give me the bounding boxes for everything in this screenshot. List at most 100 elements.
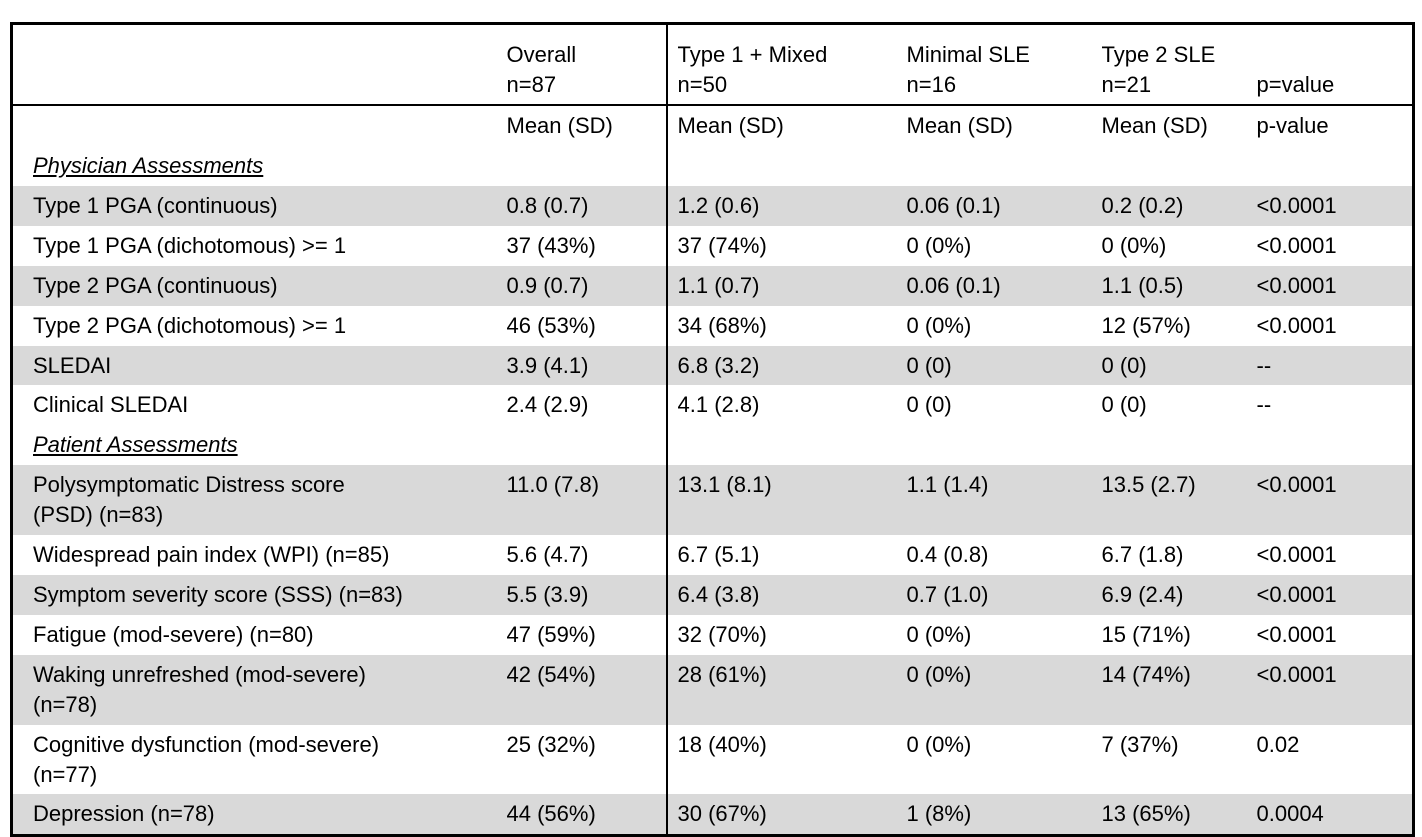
- row-label: Type 2 PGA (dichotomous) >= 1: [33, 312, 347, 338]
- row-label: Cognitive dysfunction (mod-severe) (n=77…: [33, 731, 380, 787]
- table-head: Overall n=87 Type 1 + Mixed n=50 Minimal SLE…: [11, 23, 1414, 146]
- empty-cell: [1247, 146, 1414, 186]
- column-header-type1-mixed-n: n=50: [677, 72, 728, 98]
- value-cell-overall: 5.5 (3.9): [496, 574, 668, 615]
- column-header-pvalue: p=value: [1246, 23, 1414, 106]
- table-row: Type 1 PGA (continuous) 0.8 (0.7) 1.2 (0.6…: [11, 185, 1414, 226]
- table-row: Type 2 PGA (dichotomous) >= 1 46 (53%) 34 …: [12, 305, 1414, 346]
- table-row: Type 1 PGA (dichotomous) >= 1 37 (43%) 37 …: [12, 225, 1414, 266]
- column-header-type1-mixed-name: Type 1 + Mixed: [677, 42, 828, 68]
- column-header-minimal-sle-n: n=16: [906, 72, 957, 98]
- subheader-minimal-sle: Mean (SD): [906, 113, 1013, 138]
- table-row: Symptom severity score (SSS) (n=83) 5.5 (…: [11, 574, 1414, 615]
- value-cell-pvalue: <0.0001: [1246, 265, 1414, 306]
- value-cell-overall: 11.0 (7.8): [496, 465, 668, 536]
- value-cell-minimal-sle: 1 (8%): [896, 794, 1092, 836]
- value-cell-minimal-sle: 0 (0): [906, 392, 952, 418]
- section-title: Physician Assessments: [33, 153, 264, 178]
- value-cell-overall: 0.8 (0.7): [496, 185, 668, 226]
- empty-cell: [897, 146, 1092, 186]
- table-row: Widespread pain index (WPI) (n=85) 5.6 (4…: [12, 535, 1414, 575]
- row-label: SLEDAI: [11, 345, 497, 386]
- value-cell-type1-mixed: 6.8 (3.2): [666, 345, 897, 386]
- column-header-minimal-sle: Minimal SLE n=16: [896, 23, 1092, 106]
- column-header-label: [11, 23, 497, 106]
- value-cell-type1-mixed: 6.7 (5.1): [677, 542, 760, 568]
- value-cell-overall: 3.9 (4.1): [496, 345, 668, 386]
- column-header-overall-n: n=87: [506, 72, 557, 98]
- value-cell-pvalue: --: [1246, 345, 1414, 386]
- table-row: Clinical SLEDAI 2.4 (2.9) 4.1 (2.8) 0 (0) 0 …: [12, 385, 1414, 426]
- column-header-overall-name: Overall: [506, 42, 577, 68]
- value-cell-minimal-sle: 0.06 (0.1): [896, 185, 1092, 226]
- value-cell-minimal-sle: 0.4 (0.8): [906, 542, 989, 568]
- table-row: Cognitive dysfunction (mod-severe) (n=77…: [12, 724, 1414, 795]
- row-label: Depression (n=78): [11, 794, 497, 836]
- value-cell-pvalue: <0.0001: [1256, 621, 1337, 647]
- value-cell-type2-sle: 12 (57%): [1101, 312, 1191, 338]
- empty-cell: [496, 425, 668, 466]
- section-row: Physician Assessments: [12, 146, 1414, 186]
- value-cell-type1-mixed: 1.2 (0.6): [666, 185, 897, 226]
- section-title-cell: Patient Assessments: [12, 425, 497, 465]
- table-row: Polysymptomatic Distress score (PSD) (n=…: [11, 465, 1414, 536]
- value-cell-type1-mixed: 13.1 (8.1): [666, 465, 897, 536]
- table-row: Fatigue (mod-severe) (n=80) 47 (59%) 32 (7…: [12, 614, 1414, 655]
- row-label: Type 1 PGA (continuous): [11, 185, 497, 226]
- value-cell-minimal-sle: 0.7 (1.0): [896, 574, 1092, 615]
- section-title: Patient Assessments: [33, 432, 238, 458]
- value-cell-type2-sle: 6.9 (2.4): [1091, 574, 1247, 615]
- value-cell-type2-sle: 1.1 (0.5): [1091, 265, 1247, 306]
- table-body: Physician Assessments Type 1 PGA (continu…: [11, 146, 1414, 836]
- clinical-results-table: Overall n=87 Type 1 + Mixed n=50 Minimal SLE…: [10, 22, 1415, 837]
- row-label: Type 1 PGA (dichotomous) >= 1: [33, 232, 347, 258]
- empty-cell: [496, 146, 668, 186]
- value-cell-type2-sle: 0 (0): [1101, 392, 1147, 418]
- value-cell-minimal-sle: 0 (0%): [906, 232, 972, 258]
- value-cell-overall: 5.6 (4.7): [496, 535, 668, 575]
- value-cell-pvalue: <0.0001: [1246, 654, 1414, 725]
- value-cell-type1-mixed: 28 (61%): [666, 654, 897, 725]
- value-cell-type2-sle: 14 (74%): [1091, 654, 1247, 725]
- subheader-pvalue: p-value: [1256, 113, 1329, 138]
- value-cell-overall: 46 (53%): [496, 305, 668, 346]
- table-row: SLEDAI 3.9 (4.1) 6.8 (3.2) 0 (0) 0 (0) --: [11, 345, 1414, 386]
- value-cell-pvalue: <0.0001: [1256, 312, 1337, 338]
- value-cell-type1-mixed: 6.4 (3.8): [666, 574, 897, 615]
- value-cell-minimal-sle: 0 (0%): [896, 654, 1092, 725]
- section-row: Patient Assessments: [12, 425, 1414, 466]
- value-cell-pvalue: <0.0001: [1246, 465, 1414, 536]
- value-cell-type1-mixed: 32 (70%): [677, 621, 767, 647]
- value-cell-overall: 37 (43%): [496, 225, 668, 266]
- value-cell-pvalue: <0.0001: [1256, 232, 1337, 258]
- value-cell-overall: 2.4 (2.9): [496, 385, 668, 426]
- value-cell-type2-sle: 15 (71%): [1101, 621, 1191, 647]
- row-label: Widespread pain index (WPI) (n=85): [33, 542, 390, 568]
- value-cell-pvalue: <0.0001: [1256, 542, 1337, 568]
- value-cell-overall: 47 (59%): [496, 614, 668, 655]
- value-cell-type1-mixed: 34 (68%): [677, 312, 767, 338]
- table-row: Depression (n=78) 44 (56%) 30 (67%) 1 (8%) 1…: [11, 794, 1414, 836]
- value-cell-type2-sle: 0 (0%): [1101, 232, 1167, 258]
- value-cell-type1-mixed: 1.1 (0.7): [666, 265, 897, 306]
- value-cell-type1-mixed: 30 (67%): [666, 794, 897, 836]
- empty-cell: [1092, 146, 1247, 186]
- value-cell-pvalue: --: [1256, 392, 1272, 418]
- value-cell-type2-sle: 6.7 (1.8): [1101, 542, 1184, 568]
- header-row-groups: Overall n=87 Type 1 + Mixed n=50 Minimal SLE…: [11, 23, 1414, 106]
- value-cell-pvalue: <0.0001: [1246, 185, 1414, 226]
- value-cell-minimal-sle: 0 (0%): [906, 621, 972, 647]
- row-label: Type 2 PGA (continuous): [11, 265, 497, 306]
- empty-cell: [667, 146, 897, 186]
- value-cell-minimal-sle: 0 (0): [896, 345, 1092, 386]
- row-label: Clinical SLEDAI: [33, 392, 189, 418]
- value-cell-pvalue: 0.02: [1256, 731, 1300, 757]
- value-cell-overall: 42 (54%): [496, 654, 668, 725]
- row-label: Fatigue (mod-severe) (n=80): [33, 621, 314, 647]
- subheader-type1-mixed: Mean (SD): [677, 113, 784, 138]
- value-cell-type2-sle: 13.5 (2.7): [1091, 465, 1247, 536]
- row-label: Polysymptomatic Distress score (PSD) (n=…: [11, 465, 497, 536]
- column-header-type2-sle-name: Type 2 SLE: [1101, 42, 1216, 68]
- row-label: Waking unrefreshed (mod-severe) (n=78): [11, 654, 497, 725]
- value-cell-type2-sle: 0.2 (0.2): [1091, 185, 1247, 226]
